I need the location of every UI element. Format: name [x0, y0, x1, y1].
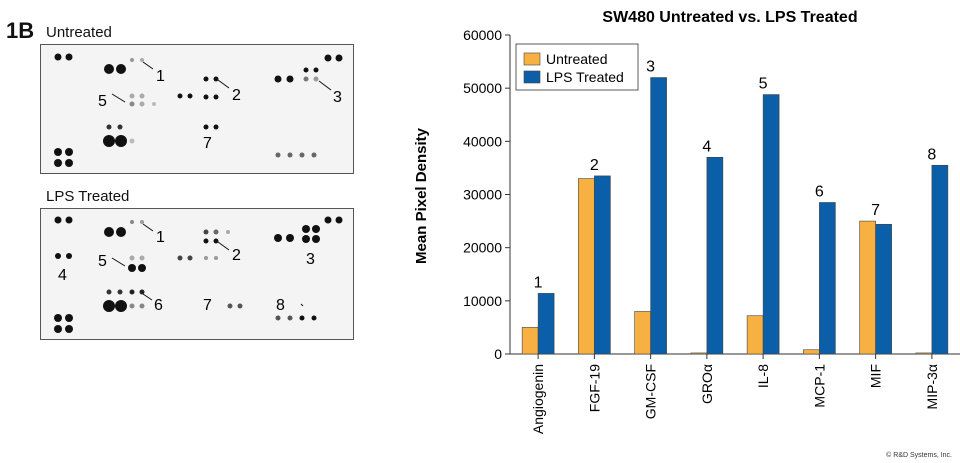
legend-label: LPS Treated	[546, 69, 624, 85]
bar-number-label: 4	[702, 138, 711, 155]
x-ticks: Angiogenin FGF-19 GM-CSF GROα IL-8 MCP-1 MIF MI…	[530, 354, 940, 434]
bar-lps-treated	[875, 223, 892, 355]
bar-number-label: 3	[646, 59, 655, 76]
spot-label: 5	[98, 253, 107, 270]
bar-untreated	[521, 327, 539, 355]
spot-label: 4	[58, 267, 67, 284]
bar-number-label: 5	[759, 76, 768, 93]
blot-untreated: 1 2 3 5 7	[40, 44, 354, 179]
y-tick-label: 50000	[463, 80, 502, 96]
spot-label: 5	[98, 93, 107, 110]
bar-untreated	[690, 352, 708, 355]
bar-lps-treated	[762, 94, 780, 355]
x-tick-label: GM-CSF	[643, 364, 659, 419]
y-tick-label: 40000	[463, 133, 502, 149]
blot-lps-treated: 1 2 3 4 5 6 7 8	[40, 208, 354, 345]
bar-lps-treated	[706, 156, 724, 355]
bar-number-label: 8	[927, 146, 936, 163]
x-tick-label: MIP-3α	[924, 364, 940, 409]
x-tick-label: MIF	[868, 364, 884, 388]
bars	[521, 77, 949, 355]
bar-lps-treated	[537, 293, 555, 355]
bar-untreated	[859, 220, 876, 355]
bar-untreated	[915, 352, 933, 355]
spot-label: 1	[156, 68, 165, 85]
legend-label: Untreated	[546, 51, 607, 67]
blot-title-lps: LPS Treated	[46, 188, 130, 205]
chart-title: SW480 Untreated vs. LPS Treated	[602, 9, 857, 26]
y-ticks: 0 10000 20000 30000 40000 50000 60000	[463, 27, 510, 362]
legend-swatch	[523, 52, 541, 66]
copyright-text: © R&D Systems, Inc.	[886, 452, 952, 459]
x-tick-label: Angiogenin	[530, 364, 546, 434]
bar-lps-treated	[931, 164, 949, 355]
spot-label: 6	[154, 297, 163, 314]
bar-chart: SW480 Untreated vs. LPS Treated Mean Pix…	[413, 9, 960, 434]
legend: Untreated LPS Treated	[515, 43, 639, 91]
bar-number-label: 2	[590, 157, 599, 174]
spot-label: 3	[333, 89, 342, 106]
bar-number-label: 1	[534, 274, 543, 291]
y-tick-label: 60000	[463, 27, 502, 43]
bar-lps-treated	[594, 175, 611, 355]
spot-label: 7	[203, 297, 212, 314]
spot-label: 2	[232, 87, 241, 104]
blot-title-untreated: Untreated	[46, 24, 112, 41]
bar-number-label: 6	[815, 183, 824, 200]
x-tick-label: IL-8	[755, 364, 771, 388]
figure-label: 1B	[6, 18, 35, 43]
spot-label: 3	[306, 251, 315, 268]
spot-label: 2	[232, 247, 241, 264]
y-tick-label: 10000	[463, 293, 502, 309]
blot-frame	[40, 44, 354, 174]
y-tick-label: 0	[494, 346, 502, 362]
bar-labels: 1 2 3 4 5 6 7 8	[534, 59, 937, 292]
x-tick-label: FGF-19	[586, 364, 602, 412]
bar-lps-treated	[819, 202, 836, 355]
y-axis-label: Mean Pixel Density	[413, 127, 430, 264]
bar-lps-treated	[650, 77, 667, 355]
y-tick-label: 20000	[463, 240, 502, 256]
spot-label: 7	[203, 135, 212, 152]
spot-label: 1	[156, 229, 165, 246]
x-tick-label: GROα	[699, 364, 715, 404]
spot-label: 8	[276, 297, 285, 314]
y-tick-label: 30000	[463, 187, 502, 203]
bar-untreated	[746, 315, 764, 355]
bar-untreated	[803, 349, 820, 355]
x-tick-label: MCP-1	[811, 364, 827, 408]
bar-untreated	[634, 311, 651, 355]
bar-untreated	[578, 178, 595, 355]
legend-swatch	[523, 70, 541, 84]
bar-number-label: 7	[871, 202, 880, 219]
